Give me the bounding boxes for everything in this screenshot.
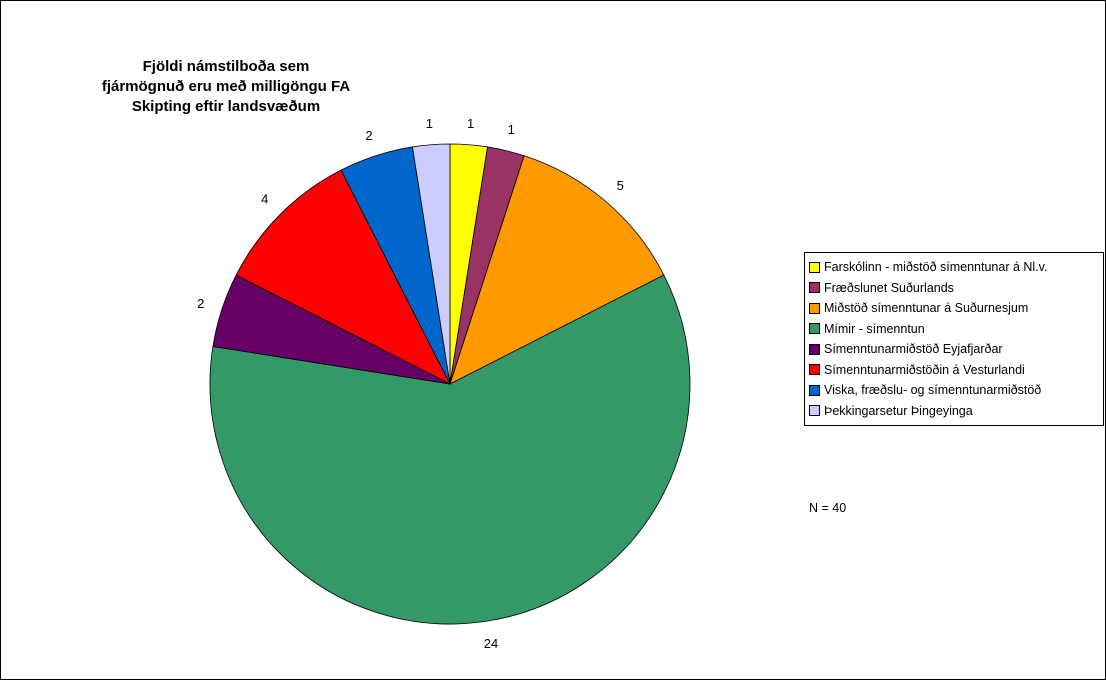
chart-title-line-2: fjármögnuð eru með milligöngu FA — [101, 78, 351, 95]
chart-title-line-3: Skipting eftir landsvæðum — [131, 98, 321, 115]
legend-label: Símenntunarmiðstöð Eyjafjarðar — [824, 342, 1003, 357]
chart-title: Fjöldi námstilboða sem fjármögnuð eru me… — [71, 57, 381, 117]
legend-swatch — [809, 343, 820, 355]
pie-slice — [412, 143, 451, 385]
chart-title-line-1: Fjöldi námstilboða sem — [142, 58, 310, 75]
slice-value-label: 2 — [365, 128, 372, 143]
legend-label: Farskólinn - miðstöð símenntunar á Nl.v. — [824, 260, 1048, 275]
legend-item: Fræðslunet Suðurlands — [805, 278, 1103, 299]
legend: Farskólinn - miðstöð símenntunar á Nl.v.… — [804, 252, 1104, 426]
legend-label: Viska, fræðslu- og símenntunarmiðstöð — [824, 383, 1042, 398]
legend-label: Mímir - símenntun — [824, 321, 925, 336]
legend-item: Viska, fræðslu- og símenntunarmiðstöð — [805, 380, 1103, 401]
slice-value-label: 1 — [508, 122, 515, 137]
legend-item: Mímir - símenntun — [805, 319, 1103, 340]
legend-swatch — [809, 364, 820, 376]
legend-label: Miðstöð símenntunar á Suðurnesjum — [824, 301, 1029, 316]
legend-swatch — [809, 302, 820, 314]
sample-size-note: N = 40 — [809, 501, 847, 515]
legend-item: Miðstöð símenntunar á Suðurnesjum — [805, 298, 1103, 319]
legend-swatch — [809, 282, 820, 294]
slice-value-label: 1 — [426, 116, 433, 131]
pie-slice — [209, 274, 691, 625]
legend-label: Símenntunarmiðstöðin á Vesturlandi — [824, 362, 1025, 377]
legend-swatch — [809, 323, 820, 335]
slice-value-label: 24 — [484, 636, 498, 651]
legend-swatch — [809, 261, 820, 273]
legend-swatch — [809, 405, 820, 417]
slice-value-label: 4 — [261, 192, 268, 207]
legend-item: Þekkingarsetur Þingeyinga — [805, 401, 1103, 422]
slice-value-label: 1 — [467, 116, 474, 131]
slice-value-label: 2 — [197, 296, 204, 311]
pie-slice — [235, 169, 451, 385]
slice-value-label: 5 — [617, 178, 624, 193]
legend-item: Farskólinn - miðstöð símenntunar á Nl.v. — [805, 257, 1103, 278]
legend-swatch — [809, 384, 820, 396]
pie-slice — [449, 155, 665, 385]
legend-label: Fræðslunet Suðurlands — [824, 280, 954, 295]
legend-item: Símenntunarmiðstöð Eyjafjarðar — [805, 339, 1103, 360]
legend-item: Símenntunarmiðstöðin á Vesturlandi — [805, 360, 1103, 381]
legend-label: Þekkingarsetur Þingeyinga — [824, 403, 973, 418]
